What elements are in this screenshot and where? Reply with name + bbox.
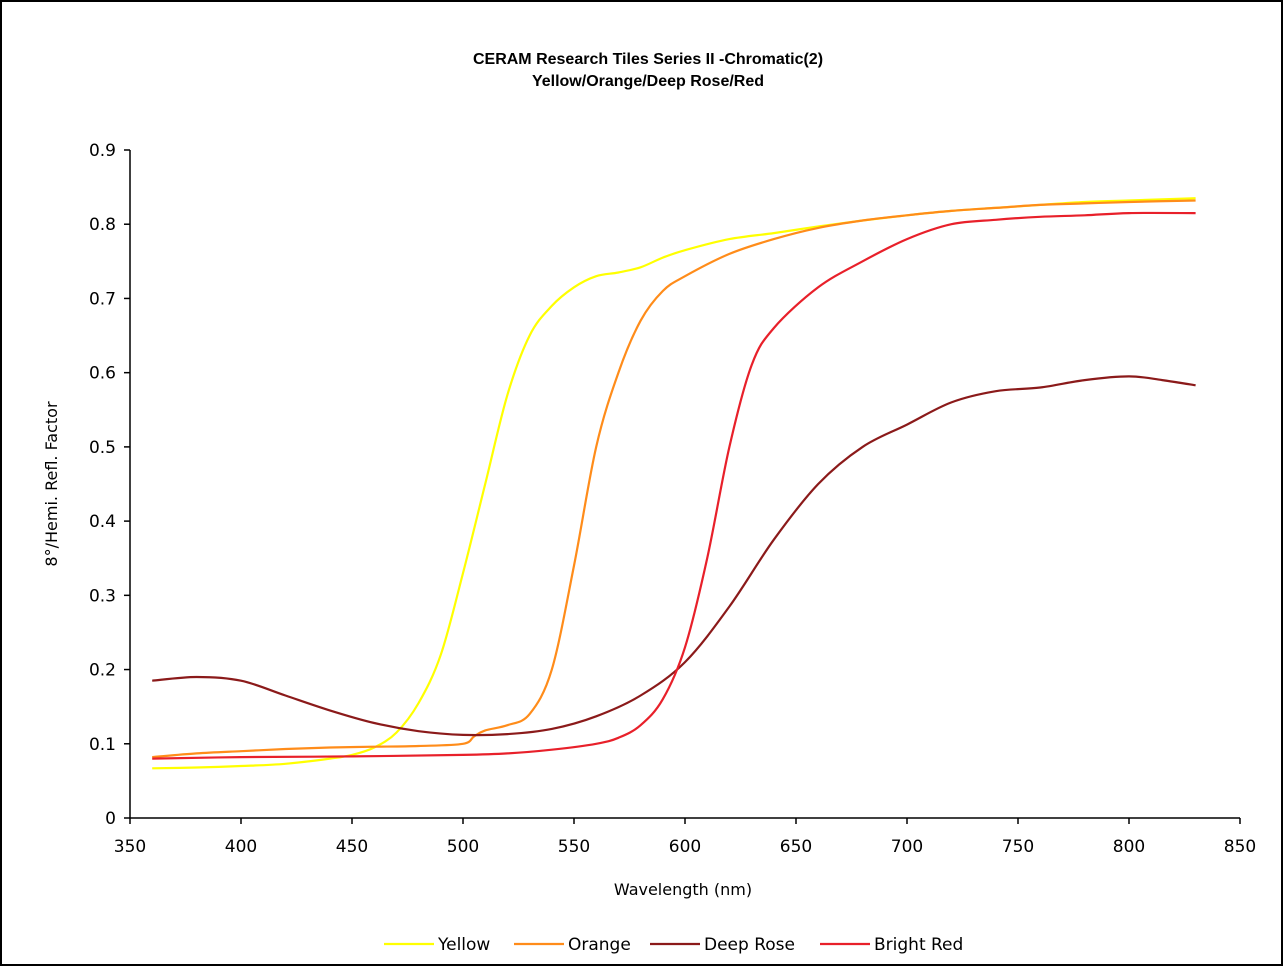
x-tick-label: 650 xyxy=(780,837,812,857)
series-line-bright-red xyxy=(152,211,1196,760)
x-axis-ticks: 350 400 450 500 550 600 650 700 750 800 850 xyxy=(114,818,1256,857)
y-tick-label: 0.7 xyxy=(89,289,116,309)
x-axis-label: Wavelength (nm) xyxy=(614,880,752,899)
series-line-orange xyxy=(152,199,1196,759)
x-tick-label: 800 xyxy=(1113,837,1145,857)
x-tick-label: 600 xyxy=(669,837,701,857)
y-tick-label: 0.3 xyxy=(89,586,116,606)
legend-label-bright-red: Bright Red xyxy=(874,935,963,955)
y-tick-label: 0.9 xyxy=(89,141,116,161)
y-tick-label: 0 xyxy=(105,809,116,829)
x-tick-label: 400 xyxy=(225,837,257,857)
series-lines xyxy=(152,197,1196,770)
legend-label-yellow: Yellow xyxy=(437,935,490,955)
y-tick-label: 0.1 xyxy=(89,735,116,755)
y-tick-label: 0.8 xyxy=(89,215,116,235)
y-tick-label: 0.4 xyxy=(89,512,116,532)
chart-title: CERAM Research Tiles Series II -Chromati… xyxy=(473,51,823,68)
x-tick-label: 350 xyxy=(114,837,146,857)
chart-subtitle: Yellow/Orange/Deep Rose/Red xyxy=(532,73,764,90)
y-axis-label: 8°/Hemi. Refl. Factor xyxy=(42,401,61,567)
legend: Yellow Orange Deep Rose Bright Red xyxy=(384,935,963,955)
x-tick-label: 850 xyxy=(1224,837,1256,857)
y-tick-label: 0.2 xyxy=(89,661,116,681)
x-tick-label: 500 xyxy=(447,837,479,857)
x-tick-label: 550 xyxy=(558,837,590,857)
y-tick-label: 0.5 xyxy=(89,438,116,458)
y-axis-ticks: 0 0.1 0.2 0.3 0.4 0.5 0.6 0.7 0.8 0.9 xyxy=(89,141,130,829)
x-tick-label: 700 xyxy=(891,837,923,857)
legend-label-orange: Orange xyxy=(568,935,631,955)
x-tick-label: 450 xyxy=(336,837,368,857)
x-tick-label: 750 xyxy=(1002,837,1034,857)
series-line-deep-rose xyxy=(152,375,1196,737)
y-tick-label: 0.6 xyxy=(89,364,116,384)
legend-label-deep-rose: Deep Rose xyxy=(704,935,795,955)
